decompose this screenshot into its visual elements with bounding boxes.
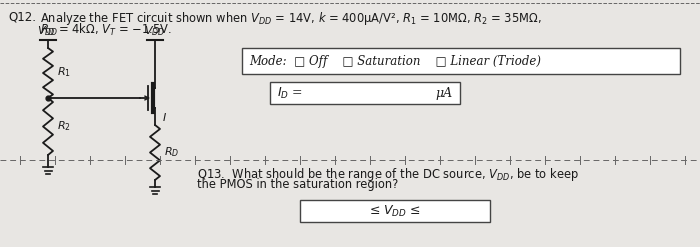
FancyBboxPatch shape	[242, 48, 680, 74]
Text: $I_D$ =: $I_D$ =	[277, 85, 303, 101]
Text: $R_1$: $R_1$	[57, 65, 71, 79]
FancyBboxPatch shape	[300, 200, 490, 222]
Text: $R_D$ = 4kΩ, $V_T$ = −1.5V.: $R_D$ = 4kΩ, $V_T$ = −1.5V.	[40, 22, 172, 38]
Text: Q12.: Q12.	[8, 10, 36, 23]
Text: Mode:  □ Off    □ Saturation    □ Linear (Triode): Mode: □ Off □ Saturation □ Linear (Triod…	[249, 55, 541, 67]
Text: ≤ $V_{DD}$ ≤: ≤ $V_{DD}$ ≤	[369, 204, 421, 219]
Text: I: I	[163, 113, 167, 123]
Text: $V_{DD}$: $V_{DD}$	[144, 24, 166, 38]
Text: the PMOS in the saturation region?: the PMOS in the saturation region?	[197, 178, 398, 191]
Text: $R_D$: $R_D$	[164, 145, 179, 159]
FancyBboxPatch shape	[270, 82, 460, 104]
Text: Analyze the FET circuit shown when $V_{DD}$ = 14V, $k$ = 400μA/V², $R_1$ = 10MΩ,: Analyze the FET circuit shown when $V_{D…	[40, 10, 542, 27]
Text: $R_2$: $R_2$	[57, 119, 71, 133]
Text: Q13.  What should be the range of the DC source, $V_{DD}$, be to keep: Q13. What should be the range of the DC …	[197, 166, 579, 183]
Text: μA: μA	[436, 86, 453, 100]
Text: $V_{DD}$: $V_{DD}$	[37, 24, 59, 38]
